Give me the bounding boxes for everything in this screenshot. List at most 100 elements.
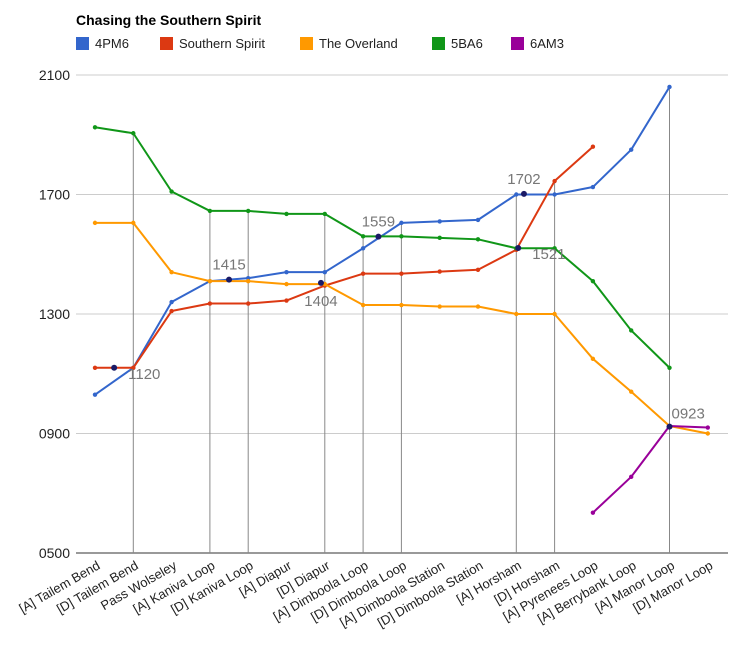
data-point [590, 510, 596, 515]
data-point [131, 131, 136, 136]
y-tick-label: 1700 [39, 187, 70, 203]
data-point [399, 220, 404, 226]
data-point [629, 328, 634, 333]
data-point [360, 271, 366, 276]
data-point [207, 208, 213, 214]
data-point [246, 301, 251, 306]
crossing-marker [317, 279, 324, 286]
data-point [590, 278, 596, 284]
data-point [169, 189, 174, 194]
data-point [475, 267, 481, 272]
data-point [705, 425, 710, 430]
series-line-5BA6 [94, 126, 671, 369]
data-point [399, 302, 404, 308]
series-lines [92, 84, 710, 515]
data-point [514, 192, 519, 197]
annotations: 1120 1415 1404 1559 1702 1521 0923 [128, 171, 705, 423]
annotation-label: 1404 [304, 293, 337, 310]
data-point [92, 392, 98, 397]
series-line-6AM3 [592, 425, 708, 514]
data-point [629, 389, 634, 394]
data-point [629, 474, 634, 480]
legend-label-6AM3: 6AM3 [530, 36, 564, 51]
legend-label-5BA6: 5BA6 [451, 36, 483, 51]
crossing-marker [375, 233, 382, 240]
data-point [475, 237, 481, 242]
droplines [132, 86, 670, 553]
data-point [552, 246, 557, 251]
annotation-label: 0923 [672, 406, 705, 423]
y-tick-label: 0900 [39, 426, 70, 442]
data-point [246, 208, 251, 214]
series-6AM3 [590, 423, 710, 515]
data-point [169, 269, 174, 275]
data-point [284, 269, 289, 275]
series-The Overland [92, 220, 710, 436]
series-line-Southern Spirit [95, 145, 594, 369]
data-point [552, 178, 557, 184]
crossing-marker [111, 364, 118, 371]
legend-label-4PM6: 4PM6 [95, 36, 129, 51]
data-point [667, 84, 672, 90]
data-point [131, 220, 136, 226]
data-point [590, 184, 596, 190]
annotation-label: 1559 [362, 214, 395, 231]
legend: 4PM6 Southern Spirit The Overland 5BA6 6AM3 [76, 36, 564, 51]
data-point [590, 144, 596, 149]
data-point [92, 365, 98, 370]
data-point [169, 308, 174, 314]
crossing-marker [515, 244, 522, 251]
legend-swatch-5BA6 [432, 37, 445, 50]
data-point [629, 147, 634, 152]
data-point [169, 299, 174, 305]
chart-title: Chasing the Southern Spirit [76, 12, 261, 28]
data-point [437, 304, 442, 309]
y-axis: 0500 0900 1300 1700 2100 [39, 67, 70, 561]
data-point [514, 311, 519, 317]
annotation-label: 1120 [128, 366, 160, 383]
data-point [92, 220, 98, 226]
legend-label-Southern Spirit: Southern Spirit [179, 36, 265, 51]
data-point [360, 302, 366, 308]
legend-swatch-Southern Spirit [160, 37, 173, 50]
data-point [590, 356, 596, 362]
grid [76, 74, 728, 554]
y-tick-label: 2100 [39, 67, 70, 83]
data-point [322, 211, 327, 217]
data-point [131, 365, 136, 370]
series-5BA6 [92, 125, 672, 370]
annotation-label: 1702 [507, 171, 540, 188]
data-point [207, 278, 213, 284]
data-point [284, 211, 289, 217]
data-point [552, 311, 557, 317]
data-point [284, 281, 289, 287]
data-point [437, 219, 442, 224]
data-point [360, 234, 366, 239]
data-point [360, 246, 366, 251]
legend-swatch-4PM6 [76, 37, 89, 50]
data-point [399, 234, 404, 239]
data-point [667, 365, 672, 370]
data-point [284, 298, 289, 303]
data-point [246, 278, 251, 284]
data-point [322, 269, 327, 275]
annotation-label: 1521 [532, 246, 565, 263]
legend-swatch-6AM3 [511, 37, 524, 50]
data-point [475, 217, 481, 223]
crossing-marker [520, 190, 527, 197]
crossing-marker [226, 276, 233, 283]
crossing-marker [666, 423, 673, 430]
y-tick-label: 1300 [39, 306, 70, 322]
legend-swatch-The Overland [300, 37, 313, 50]
legend-label-The Overland: The Overland [319, 36, 398, 51]
data-point [475, 304, 481, 309]
y-tick-label: 0500 [39, 545, 70, 561]
crossing-markers [111, 190, 673, 430]
annotation-label: 1415 [212, 257, 245, 274]
data-point [437, 269, 442, 274]
data-point [207, 301, 213, 306]
data-point [437, 235, 442, 241]
data-point [92, 125, 98, 130]
